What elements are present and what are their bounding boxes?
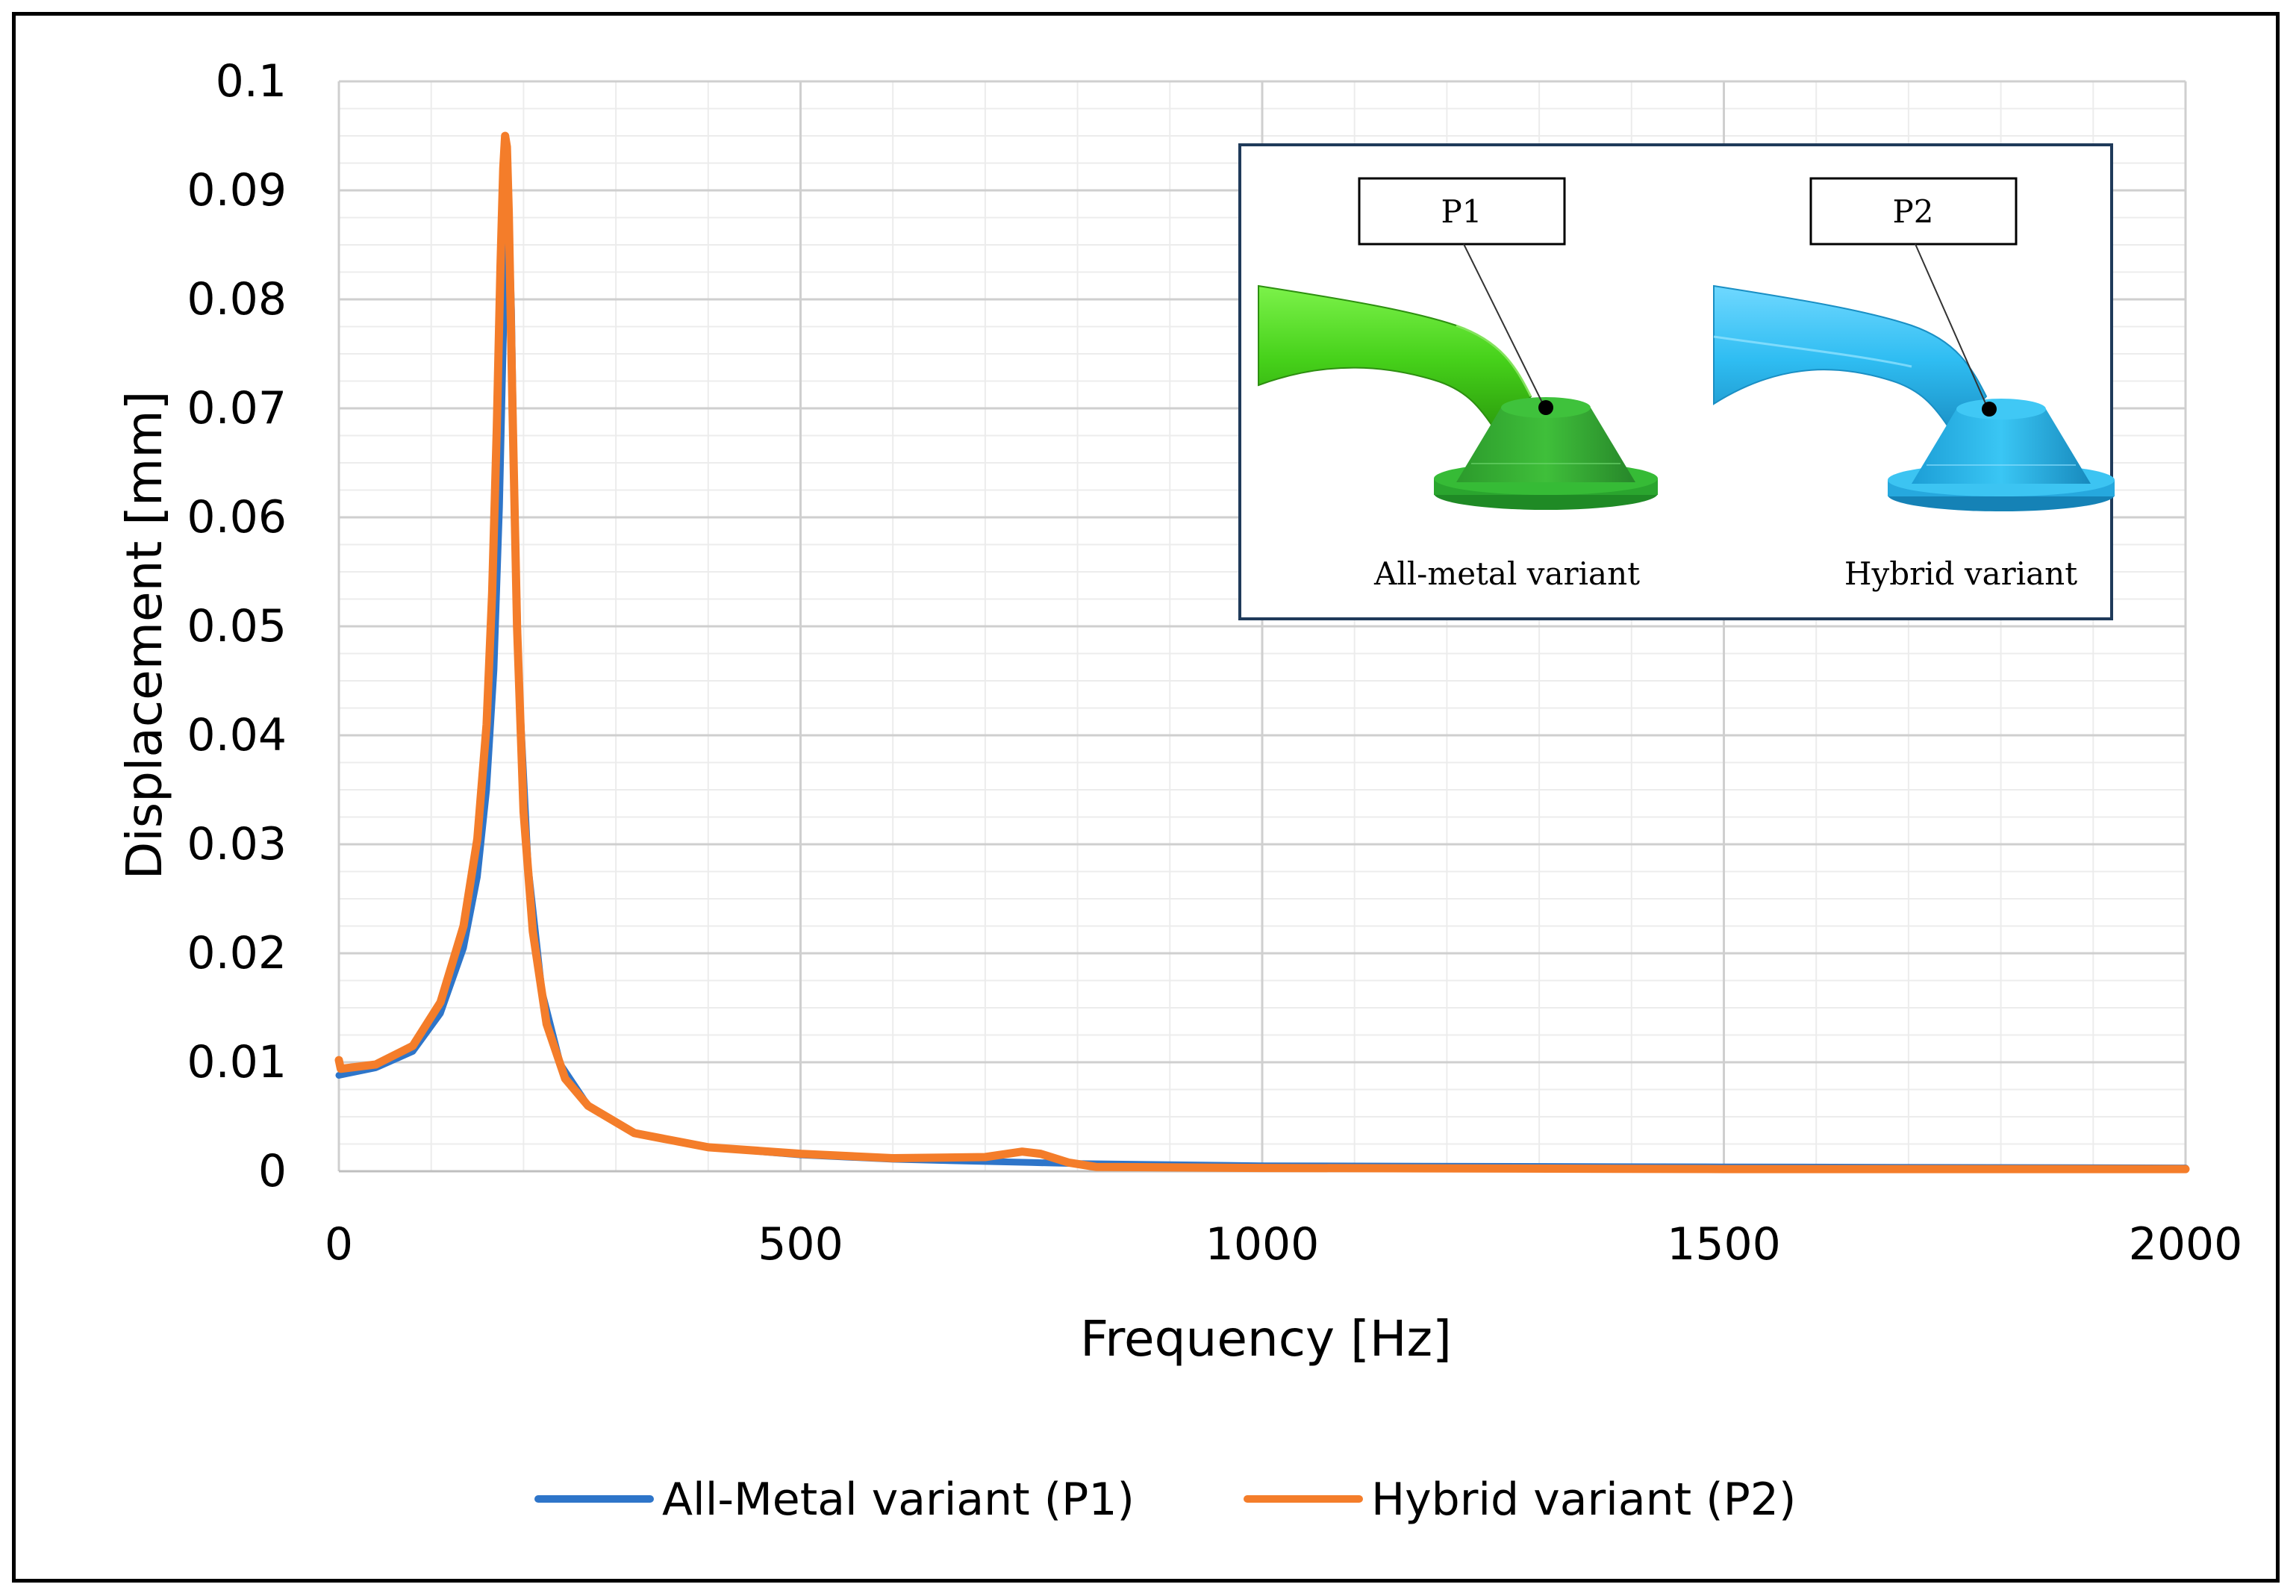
legend-label-hybrid: Hybrid variant (P2)	[1371, 1474, 1796, 1526]
hybrid-model-image	[1713, 284, 2115, 511]
y-tick-label: 0.07	[187, 382, 287, 434]
series-line-hybrid	[334, 131, 2190, 1173]
x-tick-label: 2000	[2129, 1218, 2243, 1271]
series-layer	[334, 131, 2190, 1173]
y-tick-label: 0.02	[187, 927, 287, 979]
all-metal-model-image	[1258, 284, 1658, 510]
p1-label: P1	[1441, 193, 1482, 230]
x-tick-labels: 0 500 1000 1500 2000	[325, 1218, 2242, 1271]
all-metal-caption: All-metal variant	[1373, 555, 1640, 592]
legend: All-Metal variant (P1) Hybrid variant (P…	[534, 1474, 1796, 1526]
legend-label-all-metal: All-Metal variant (P1)	[662, 1474, 1135, 1526]
x-tick-label: 0	[325, 1218, 353, 1271]
figure-frame: 0 0.01 0.02 0.03 0.04 0.05 0.06 0.07 0.08 0.09 0.1…	[12, 12, 2280, 1583]
y-tick-label: 0.04	[187, 709, 287, 761]
y-tick-labels: 0 0.01 0.02 0.03 0.04 0.05 0.06 0.07 0.08 0.09 0.1	[187, 55, 287, 1197]
y-tick-label: 0.08	[187, 273, 287, 325]
chart: 0 0.01 0.02 0.03 0.04 0.05 0.06 0.07 0.08 0.09 0.1…	[116, 55, 2242, 1526]
p1-marker	[1538, 400, 1553, 415]
p1-label-box	[1358, 177, 1566, 246]
x-tick-label: 1500	[1667, 1218, 1781, 1271]
y-tick-label: 0.05	[187, 600, 287, 652]
p2-marker	[1982, 402, 1997, 417]
inset-panel: P1 All-metal variant P2 Hybrid variant	[1238, 143, 2115, 620]
x-tick-label: 500	[758, 1218, 843, 1271]
hybrid-caption: Hybrid variant	[1844, 555, 2077, 592]
p2-leader-line	[1915, 243, 1988, 409]
y-tick-label: 0.06	[187, 491, 287, 543]
y-axis-title: Displacement [mm]	[116, 391, 173, 880]
p2-label-box	[1809, 177, 2018, 246]
x-tick-label: 1000	[1205, 1218, 1320, 1271]
y-tick-label: 0	[258, 1145, 287, 1197]
p2-label: P2	[1893, 193, 1934, 230]
y-tick-label: 0.09	[187, 164, 287, 216]
x-axis-title: Frequency [Hz]	[1080, 1310, 1452, 1368]
y-tick-label: 0.01	[187, 1036, 287, 1088]
p1-leader-line	[1463, 243, 1545, 408]
y-tick-label: 0.03	[187, 818, 287, 870]
y-tick-label: 0.1	[216, 55, 287, 107]
